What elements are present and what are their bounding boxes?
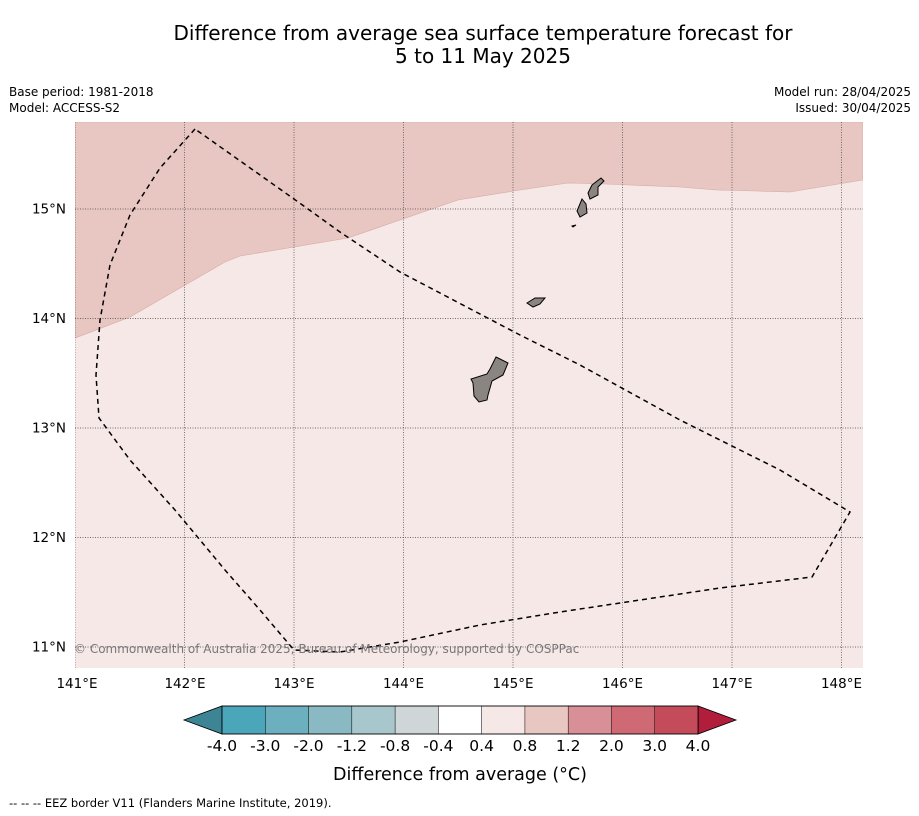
colorbar-tick-label: -1.2 [337, 737, 367, 755]
model-run: Model run: 28/04/2025 [773, 85, 911, 99]
colorbar-segment [351, 705, 396, 735]
info-left: Base period: 1981-2018 Model: ACCESS-S2 [9, 84, 154, 116]
copyright-notice: © Commonwealth of Australia 2025, Bureau… [74, 642, 579, 656]
lat-tick-labels: 15°N 14°N 13°N 12°N 11°N [32, 202, 66, 656]
lat-tick: 12°N [32, 530, 66, 546]
island-aguijan [571, 224, 577, 228]
land-islands [470, 177, 605, 403]
colorbar-tick-label: 0.8 [513, 737, 538, 755]
lon-tick: 145°E [492, 676, 533, 692]
title-line-2: 5 to 11 May 2025 [395, 44, 571, 68]
lon-tick: 144°E [383, 676, 424, 692]
colorbar-tick-label: 0.4 [469, 737, 494, 755]
base-period: Base period: 1981-2018 [9, 85, 154, 99]
colorbar-tick-label: -3.0 [250, 737, 280, 755]
lon-tick: 147°E [711, 676, 752, 692]
issued-date: Issued: 30/04/2025 [795, 101, 911, 115]
lon-tick: 143°E [273, 676, 314, 692]
eez-border [95, 128, 852, 653]
colorbar-high-extension [697, 705, 738, 735]
colorbar-segment [654, 705, 699, 735]
colorbar-segment [221, 705, 266, 735]
colorbar-tick-label: -0.4 [423, 737, 453, 755]
lat-tick: 15°N [32, 202, 66, 218]
model-name: Model: ACCESS-S2 [9, 101, 121, 115]
colorbar-segment [481, 705, 526, 735]
lon-tick: 148°E [821, 676, 862, 692]
colorbar-segment [394, 705, 439, 735]
lon-tick: 142°E [164, 676, 205, 692]
lat-tick: 14°N [32, 311, 66, 327]
map-title: Difference from average sea surface temp… [0, 22, 919, 68]
colorbar-tick-label: 2.0 [599, 737, 624, 755]
lat-tick: 11°N [32, 640, 66, 656]
island-guam [470, 356, 509, 403]
island-saipan [587, 177, 605, 200]
colorbar-title: Difference from average (°C) [333, 765, 587, 785]
colorbar-segment [524, 705, 569, 735]
colorbar-segment [265, 705, 310, 735]
sst-band-0p8-1p2 [75, 122, 863, 339]
colorbar-tick-label: 3.0 [642, 737, 667, 755]
lon-tick-labels: 141°E 142°E 143°E 144°E 145°E 146°E 147°… [56, 676, 862, 692]
colorbar-frame [221, 705, 699, 735]
colorbar-segment [611, 705, 656, 735]
colorbar-segment [308, 705, 353, 735]
title-line-1: Difference from average sea surface temp… [173, 21, 793, 45]
lon-tick: 146°E [602, 676, 643, 692]
colorbar-tick-label: -4.0 [207, 737, 237, 755]
colorbar-tick-label: -0.8 [380, 737, 410, 755]
island-rota [526, 297, 547, 308]
colorbar-tick-label: -2.0 [293, 737, 323, 755]
colorbar-tick-label: 4.0 [686, 737, 711, 755]
island-tinian [576, 198, 588, 218]
colorbar-low-extension [182, 705, 223, 735]
colorbar-segment [438, 705, 483, 735]
map-area: © Commonwealth of Australia 2025, Bureau… [74, 122, 863, 668]
lon-tick: 141°E [56, 676, 97, 692]
colorbar: -4.0 -3.0 -2.0 -1.2 -0.8 -0.4 0.4 0.8 1.2 2.0 3.0 4… [182, 705, 738, 785]
colorbar-tick-label: 1.2 [556, 737, 581, 755]
eez-legend-note: -- -- -- EEZ border V11 (Flanders Marine… [9, 796, 332, 810]
info-right: Model run: 28/04/2025 Issued: 30/04/2025 [774, 84, 911, 116]
gridlines [75, 122, 863, 668]
colorbar-segment [567, 705, 613, 735]
lat-tick: 13°N [32, 421, 66, 437]
